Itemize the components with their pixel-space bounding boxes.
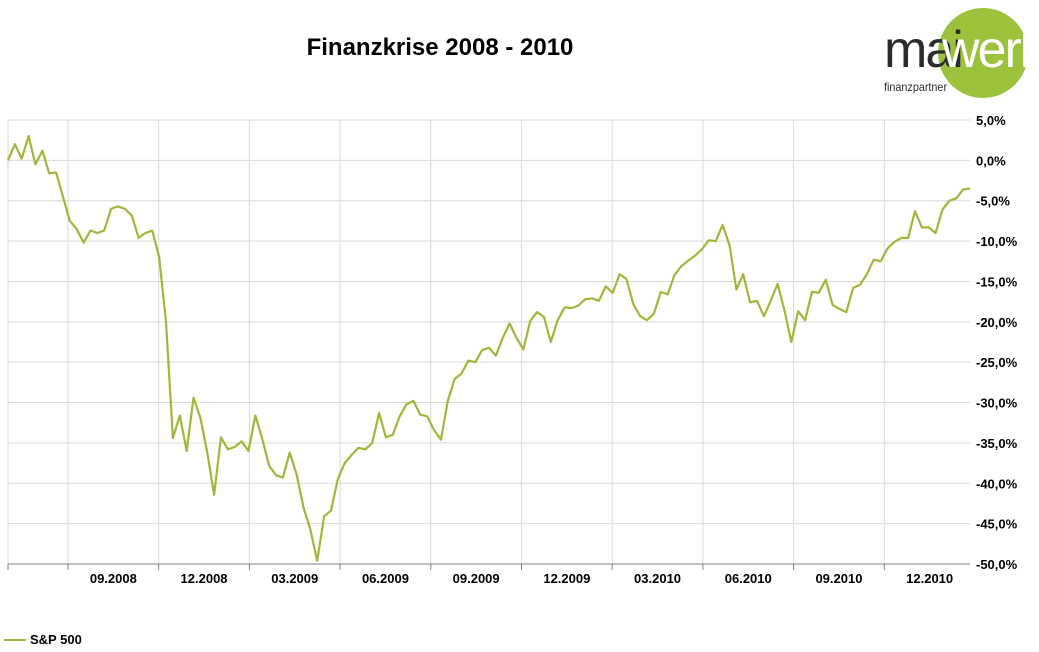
y-tick-label: -5,0% bbox=[976, 194, 1010, 209]
y-tick-label: -20,0% bbox=[976, 315, 1018, 330]
x-tick-label: 06.2010 bbox=[725, 571, 772, 586]
x-tick-label: 03.2009 bbox=[271, 571, 318, 586]
x-tick-label: 12.2009 bbox=[543, 571, 590, 586]
y-tick-label: -25,0% bbox=[976, 355, 1018, 370]
chart-title: Finanzkrise 2008 - 2010 bbox=[306, 34, 574, 61]
y-tick-label: -40,0% bbox=[976, 476, 1018, 491]
y-tick-label: -35,0% bbox=[976, 436, 1018, 451]
y-tick-label: -30,0% bbox=[976, 396, 1018, 411]
y-tick-label: -50,0% bbox=[976, 557, 1018, 572]
x-tick-label: 09.2010 bbox=[815, 571, 862, 586]
y-tick-label: 0,0% bbox=[976, 153, 1006, 168]
x-tick-label: 09.2009 bbox=[453, 571, 500, 586]
logo-text-mai: mai bbox=[884, 21, 964, 79]
x-tick-label: 06.2009 bbox=[362, 571, 409, 586]
x-tick-label: 12.2008 bbox=[181, 571, 228, 586]
y-tick-label: -15,0% bbox=[976, 274, 1018, 289]
series-line-sp500 bbox=[6, 135, 971, 562]
y-tick-label: -10,0% bbox=[976, 234, 1018, 249]
x-tick-label: 09.2008 bbox=[90, 571, 137, 586]
x-tick-label: 12.2010 bbox=[906, 571, 953, 586]
x-tick-label: 03.2010 bbox=[634, 571, 681, 586]
legend: S&P 500 bbox=[4, 632, 82, 647]
logo-circle-icon bbox=[938, 8, 1028, 98]
y-tick-label: -45,0% bbox=[976, 517, 1018, 532]
maiwerk-logo: mai werk finanzpartner bbox=[880, 6, 1039, 102]
logo-subtitle: finanzpartner bbox=[884, 80, 948, 94]
legend-label: S&P 500 bbox=[30, 632, 82, 647]
y-tick-label: 5,0% bbox=[976, 113, 1006, 128]
logo-text-werk: werk bbox=[942, 21, 1039, 79]
legend-swatch bbox=[4, 638, 26, 641]
